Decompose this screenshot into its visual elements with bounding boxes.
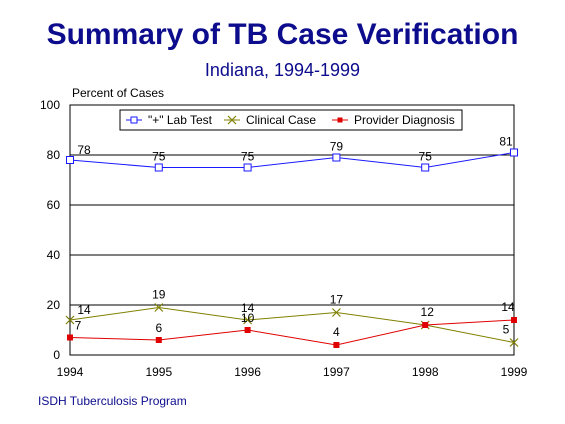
data-point — [155, 337, 162, 343]
y-axis-label: Percent of Cases — [72, 86, 164, 100]
chart-title: Summary of TB Case Verification — [46, 18, 519, 51]
legend-box — [119, 109, 463, 131]
data-label: 75 — [241, 150, 255, 164]
x-tick-label: 1994 — [57, 365, 84, 379]
data-point — [67, 334, 73, 341]
data-point — [331, 308, 341, 317]
y-tick-label: 40 — [47, 248, 61, 262]
y-tick-label: 60 — [47, 198, 61, 212]
data-point — [421, 163, 430, 172]
data-point — [422, 322, 429, 328]
data-label: 14 — [77, 303, 91, 317]
data-label: 10 — [241, 311, 255, 325]
series-line — [69, 152, 515, 169]
footer-note: ISDH Tuberculosis Program — [38, 394, 187, 408]
data-point — [243, 315, 253, 325]
legend-label: Clinical Case — [246, 113, 316, 127]
data-label: 12 — [421, 305, 435, 319]
y-tick-label: 100 — [40, 98, 60, 112]
data-point — [333, 342, 340, 348]
y-tick-label: 80 — [47, 148, 61, 162]
data-point — [154, 163, 163, 172]
legend-marker — [130, 116, 138, 124]
data-point — [244, 327, 251, 333]
y-tick-label: 0 — [53, 348, 60, 362]
data-point — [509, 338, 519, 347]
data-label: 7 — [75, 319, 82, 333]
legend-label: Provider Diagnosis — [354, 113, 455, 127]
data-label: 14 — [241, 301, 255, 315]
data-label: 19 — [152, 288, 166, 302]
data-label: 14 — [501, 300, 515, 314]
plot-frame — [69, 104, 515, 356]
legend-marker — [227, 115, 237, 125]
data-point — [65, 315, 75, 325]
data-label: 78 — [77, 143, 91, 157]
data-label: 79 — [330, 140, 344, 154]
series-line — [69, 319, 515, 346]
legend-label: "+" Lab Test — [148, 113, 213, 127]
data-point — [243, 163, 252, 172]
data-label: 75 — [419, 150, 433, 164]
y-tick-label: 20 — [47, 298, 61, 312]
data-label: 4 — [333, 325, 340, 339]
data-label: 81 — [499, 135, 513, 149]
x-tick-label: 1998 — [412, 365, 439, 379]
data-point — [66, 156, 74, 164]
chart-subtitle: Indiana, 1994-1999 — [204, 60, 361, 80]
data-point — [510, 148, 518, 157]
x-tick-label: 1997 — [323, 365, 350, 379]
data-point — [511, 317, 517, 323]
data-label: 5 — [503, 323, 510, 337]
data-label: 75 — [152, 150, 166, 164]
legend-marker — [337, 117, 343, 123]
x-tick-label: 1999 — [501, 365, 528, 379]
series-line — [69, 306, 515, 343]
data-point — [332, 153, 341, 162]
x-tick-label: 1995 — [145, 365, 172, 379]
x-tick-label: 1996 — [234, 365, 261, 379]
data-label: 17 — [330, 293, 344, 307]
data-label: 6 — [155, 321, 162, 335]
data-point — [154, 303, 164, 312]
